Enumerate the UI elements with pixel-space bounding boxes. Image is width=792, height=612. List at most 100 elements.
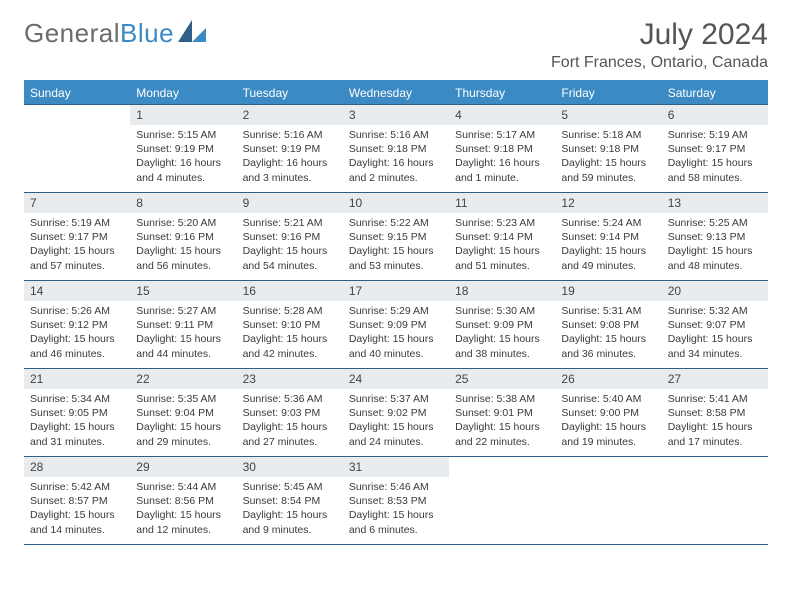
day-number: 22 [130, 369, 236, 389]
day-sunrise: Sunrise: 5:37 AM [349, 392, 443, 406]
day-daylight2: and 49 minutes. [561, 259, 655, 273]
calendar-cell: 9Sunrise: 5:21 AMSunset: 9:16 PMDaylight… [237, 193, 343, 281]
day-header: Friday [555, 81, 661, 105]
day-daylight2: and 27 minutes. [243, 435, 337, 449]
day-header: Wednesday [343, 81, 449, 105]
day-daylight1: Daylight: 16 hours [349, 156, 443, 170]
day-daylight1: Daylight: 15 hours [668, 244, 762, 258]
day-daylight2: and 38 minutes. [455, 347, 549, 361]
day-number: 26 [555, 369, 661, 389]
day-header: Saturday [662, 81, 768, 105]
day-sunset: Sunset: 9:12 PM [30, 318, 124, 332]
calendar-cell: 15Sunrise: 5:27 AMSunset: 9:11 PMDayligh… [130, 281, 236, 369]
day-daylight2: and 1 minute. [455, 171, 549, 185]
day-daylight2: and 31 minutes. [30, 435, 124, 449]
calendar-cell: 29Sunrise: 5:44 AMSunset: 8:56 PMDayligh… [130, 457, 236, 545]
day-daylight2: and 19 minutes. [561, 435, 655, 449]
day-sunrise: Sunrise: 5:21 AM [243, 216, 337, 230]
day-number: 23 [237, 369, 343, 389]
day-sunrise: Sunrise: 5:45 AM [243, 480, 337, 494]
day-sunset: Sunset: 9:14 PM [455, 230, 549, 244]
day-daylight1: Daylight: 15 hours [349, 508, 443, 522]
day-daylight1: Daylight: 15 hours [30, 508, 124, 522]
day-body: Sunrise: 5:34 AMSunset: 9:05 PMDaylight:… [24, 389, 130, 455]
day-number: 10 [343, 193, 449, 213]
day-number: 6 [662, 105, 768, 125]
calendar-cell: 12Sunrise: 5:24 AMSunset: 9:14 PMDayligh… [555, 193, 661, 281]
day-daylight1: Daylight: 15 hours [561, 420, 655, 434]
day-sunset: Sunset: 9:18 PM [561, 142, 655, 156]
day-sunrise: Sunrise: 5:16 AM [349, 128, 443, 142]
day-sunrise: Sunrise: 5:38 AM [455, 392, 549, 406]
calendar-cell: 4Sunrise: 5:17 AMSunset: 9:18 PMDaylight… [449, 105, 555, 193]
day-sunrise: Sunrise: 5:17 AM [455, 128, 549, 142]
day-sunset: Sunset: 9:14 PM [561, 230, 655, 244]
day-sunset: Sunset: 9:17 PM [30, 230, 124, 244]
calendar-cell [662, 457, 768, 545]
day-daylight1: Daylight: 15 hours [668, 156, 762, 170]
calendar-cell: 21Sunrise: 5:34 AMSunset: 9:05 PMDayligh… [24, 369, 130, 457]
day-sunset: Sunset: 9:08 PM [561, 318, 655, 332]
day-sunset: Sunset: 9:13 PM [668, 230, 762, 244]
day-number: 31 [343, 457, 449, 477]
day-sunset: Sunset: 9:18 PM [455, 142, 549, 156]
day-daylight1: Daylight: 15 hours [243, 508, 337, 522]
day-sunrise: Sunrise: 5:22 AM [349, 216, 443, 230]
day-body: Sunrise: 5:24 AMSunset: 9:14 PMDaylight:… [555, 213, 661, 279]
calendar-cell: 5Sunrise: 5:18 AMSunset: 9:18 PMDaylight… [555, 105, 661, 193]
day-daylight1: Daylight: 15 hours [30, 244, 124, 258]
day-body: Sunrise: 5:28 AMSunset: 9:10 PMDaylight:… [237, 301, 343, 367]
calendar-cell: 27Sunrise: 5:41 AMSunset: 8:58 PMDayligh… [662, 369, 768, 457]
day-sunrise: Sunrise: 5:30 AM [455, 304, 549, 318]
day-body: Sunrise: 5:32 AMSunset: 9:07 PMDaylight:… [662, 301, 768, 367]
month-title: July 2024 [551, 18, 768, 52]
day-header: Monday [130, 81, 236, 105]
day-sunrise: Sunrise: 5:24 AM [561, 216, 655, 230]
calendar-row: 7Sunrise: 5:19 AMSunset: 9:17 PMDaylight… [24, 193, 768, 281]
calendar-cell: 2Sunrise: 5:16 AMSunset: 9:19 PMDaylight… [237, 105, 343, 193]
day-daylight1: Daylight: 15 hours [30, 332, 124, 346]
day-number: 13 [662, 193, 768, 213]
day-daylight1: Daylight: 15 hours [243, 332, 337, 346]
day-number: 28 [24, 457, 130, 477]
day-body: Sunrise: 5:16 AMSunset: 9:19 PMDaylight:… [237, 125, 343, 191]
day-number: 3 [343, 105, 449, 125]
day-sunrise: Sunrise: 5:44 AM [136, 480, 230, 494]
day-daylight1: Daylight: 15 hours [136, 244, 230, 258]
day-header: Sunday [24, 81, 130, 105]
calendar-table: Sunday Monday Tuesday Wednesday Thursday… [24, 80, 768, 545]
day-body: Sunrise: 5:19 AMSunset: 9:17 PMDaylight:… [24, 213, 130, 279]
day-body: Sunrise: 5:44 AMSunset: 8:56 PMDaylight:… [130, 477, 236, 543]
day-sunset: Sunset: 9:00 PM [561, 406, 655, 420]
calendar-row: 1Sunrise: 5:15 AMSunset: 9:19 PMDaylight… [24, 105, 768, 193]
day-header-row: Sunday Monday Tuesday Wednesday Thursday… [24, 81, 768, 105]
location-label: Fort Frances, Ontario, Canada [551, 54, 768, 72]
day-sunrise: Sunrise: 5:34 AM [30, 392, 124, 406]
calendar-cell: 8Sunrise: 5:20 AMSunset: 9:16 PMDaylight… [130, 193, 236, 281]
day-daylight1: Daylight: 15 hours [561, 244, 655, 258]
day-body: Sunrise: 5:15 AMSunset: 9:19 PMDaylight:… [130, 125, 236, 191]
day-body: Sunrise: 5:27 AMSunset: 9:11 PMDaylight:… [130, 301, 236, 367]
day-daylight2: and 48 minutes. [668, 259, 762, 273]
day-body: Sunrise: 5:21 AMSunset: 9:16 PMDaylight:… [237, 213, 343, 279]
day-daylight1: Daylight: 16 hours [455, 156, 549, 170]
day-number: 14 [24, 281, 130, 301]
day-daylight1: Daylight: 15 hours [455, 332, 549, 346]
day-number: 1 [130, 105, 236, 125]
day-daylight1: Daylight: 15 hours [561, 332, 655, 346]
day-sunset: Sunset: 9:09 PM [349, 318, 443, 332]
day-sunrise: Sunrise: 5:36 AM [243, 392, 337, 406]
day-sunrise: Sunrise: 5:31 AM [561, 304, 655, 318]
day-number: 29 [130, 457, 236, 477]
day-daylight1: Daylight: 15 hours [243, 244, 337, 258]
day-number: 17 [343, 281, 449, 301]
calendar-row: 28Sunrise: 5:42 AMSunset: 8:57 PMDayligh… [24, 457, 768, 545]
day-body: Sunrise: 5:37 AMSunset: 9:02 PMDaylight:… [343, 389, 449, 455]
calendar-cell: 20Sunrise: 5:32 AMSunset: 9:07 PMDayligh… [662, 281, 768, 369]
day-daylight1: Daylight: 15 hours [455, 420, 549, 434]
day-sunrise: Sunrise: 5:25 AM [668, 216, 762, 230]
day-sunset: Sunset: 9:19 PM [136, 142, 230, 156]
calendar-cell: 18Sunrise: 5:30 AMSunset: 9:09 PMDayligh… [449, 281, 555, 369]
day-number: 7 [24, 193, 130, 213]
day-sunset: Sunset: 9:17 PM [668, 142, 762, 156]
